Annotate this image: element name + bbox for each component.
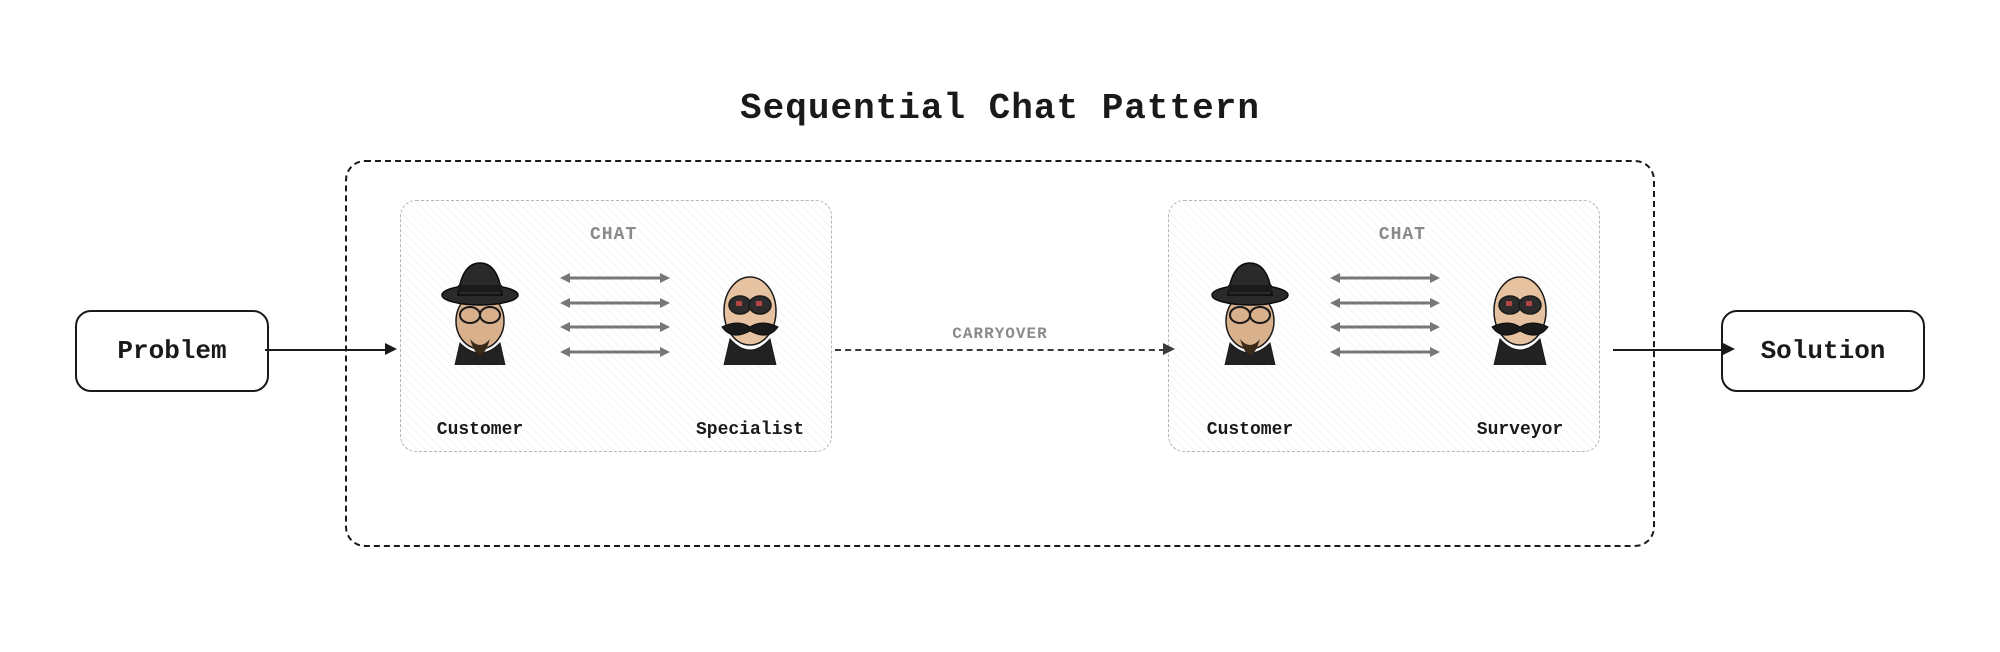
customer-avatar-1: [430, 255, 530, 365]
specialist-avatar: [700, 255, 800, 365]
customer-label-1: Customer: [410, 420, 550, 440]
customer-label-2: Customer: [1180, 420, 1320, 440]
arrow-pattern-to-solution: [1613, 349, 1725, 351]
surveyor-avatar: [1470, 255, 1570, 365]
chat-label-2: CHAT: [1379, 225, 1426, 245]
problem-box: Problem: [75, 310, 269, 392]
carryover-arrow: [835, 349, 1165, 351]
surveyor-label: Surveyor: [1450, 420, 1590, 440]
customer-avatar-2: [1200, 255, 1300, 365]
arrow-problem-to-pattern: [265, 349, 387, 351]
arrow-head-icon: [385, 343, 397, 355]
chat-label-1: CHAT: [590, 225, 637, 245]
arrow-head-icon: [1163, 343, 1175, 355]
specialist-label: Specialist: [680, 420, 820, 440]
diagram-title: Sequential Chat Pattern: [0, 88, 2000, 129]
chat-arrows-2: [1330, 260, 1440, 370]
arrow-head-icon: [1723, 343, 1735, 355]
chat-arrows-1: [560, 260, 670, 370]
solution-box: Solution: [1721, 310, 1925, 392]
carryover-label: CARRYOVER: [0, 325, 2000, 343]
